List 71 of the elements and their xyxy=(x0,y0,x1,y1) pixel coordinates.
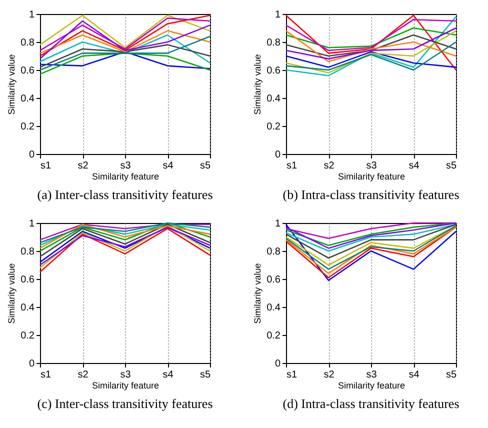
text: (d) Intra-class transitivity features xyxy=(282,396,460,411)
y-tick-label: 0.2 xyxy=(266,122,281,132)
y-tick-label: 0.6 xyxy=(266,66,281,76)
line-series xyxy=(285,34,457,57)
y-tick-label: 0.8 xyxy=(20,38,35,48)
line-series xyxy=(285,27,457,48)
y-tick-label: 0.2 xyxy=(266,330,281,342)
x-tick-label: s4 xyxy=(162,370,174,380)
y-tick-label: 1 xyxy=(28,10,35,20)
y-tick-label: 1 xyxy=(28,218,35,230)
x-tick-label: s2 xyxy=(78,370,89,380)
y-axis-title: Similarity value xyxy=(6,263,17,324)
y-axis-title: Similarity value xyxy=(252,54,263,115)
line-series xyxy=(39,14,211,57)
y-tick-label: 0.2 xyxy=(20,122,35,132)
line-series xyxy=(39,30,211,54)
x-tick-label: s1 xyxy=(286,370,298,380)
text: (a) Inter-class transitivity features xyxy=(37,187,213,202)
x-axis-title: Similarity feature xyxy=(92,172,160,182)
x-tick-label: s3 xyxy=(366,160,378,172)
y-axis-title: Similarity value xyxy=(6,54,17,115)
x-tick-label: s3 xyxy=(120,370,132,380)
y-tick-label: 0 xyxy=(274,150,281,160)
y-axis-title: Similarity value xyxy=(252,263,263,324)
x-axis-title: Similarity feature xyxy=(338,380,406,390)
y-tick-label: 0.4 xyxy=(20,302,35,314)
line-series xyxy=(285,18,457,52)
x-tick-label: s3 xyxy=(366,370,378,380)
x-tick-label: s3 xyxy=(120,160,132,172)
y-tick-label: 0 xyxy=(28,150,35,160)
x-tick-label: s5 xyxy=(446,160,457,172)
x-tick-label: s5 xyxy=(200,370,211,380)
y-tick-label: 0.6 xyxy=(20,66,35,76)
x-tick-label: s1 xyxy=(40,160,52,172)
y-tick-label: 0.4 xyxy=(266,302,281,314)
y-tick-label: 0.8 xyxy=(266,246,281,258)
x-axis-title: Similarity feature xyxy=(338,172,406,182)
line-series xyxy=(285,30,457,74)
y-tick-label: 0 xyxy=(28,358,35,370)
line-series xyxy=(39,20,211,60)
y-tick-label: 0.8 xyxy=(266,38,281,48)
y-tick-label: 0.4 xyxy=(20,94,35,104)
line-series xyxy=(39,34,211,64)
line-series xyxy=(39,51,211,70)
line-series xyxy=(285,41,457,71)
x-tick-label: s5 xyxy=(200,160,211,172)
x-tick-label: s5 xyxy=(446,370,457,380)
line-series xyxy=(285,224,457,259)
y-tick-label: 0 xyxy=(274,358,281,370)
x-tick-label: s2 xyxy=(78,160,89,172)
line-series xyxy=(285,51,457,68)
x-tick-label: s4 xyxy=(162,160,174,172)
x-tick-label: s1 xyxy=(40,370,52,380)
line-series xyxy=(39,52,211,75)
x-tick-label: s4 xyxy=(408,370,420,380)
line-series xyxy=(39,224,211,258)
text: (c) Inter-class transitivity features xyxy=(37,396,213,411)
x-tick-label: s2 xyxy=(324,370,335,380)
text: (b) Intra-class transitivity features xyxy=(282,187,460,202)
y-tick-label: 0.6 xyxy=(266,274,281,286)
x-tick-label: s2 xyxy=(324,160,335,172)
y-tick-label: 0.6 xyxy=(20,274,35,286)
y-tick-label: 1 xyxy=(274,10,281,20)
y-tick-label: 1 xyxy=(274,218,281,230)
y-tick-label: 0.2 xyxy=(20,330,35,342)
x-axis-title: Similarity feature xyxy=(92,380,160,390)
x-tick-label: s1 xyxy=(286,160,298,172)
line-series xyxy=(39,44,211,68)
y-tick-label: 0.8 xyxy=(20,246,35,258)
x-tick-label: s4 xyxy=(408,160,420,172)
y-tick-label: 0.4 xyxy=(266,94,281,104)
